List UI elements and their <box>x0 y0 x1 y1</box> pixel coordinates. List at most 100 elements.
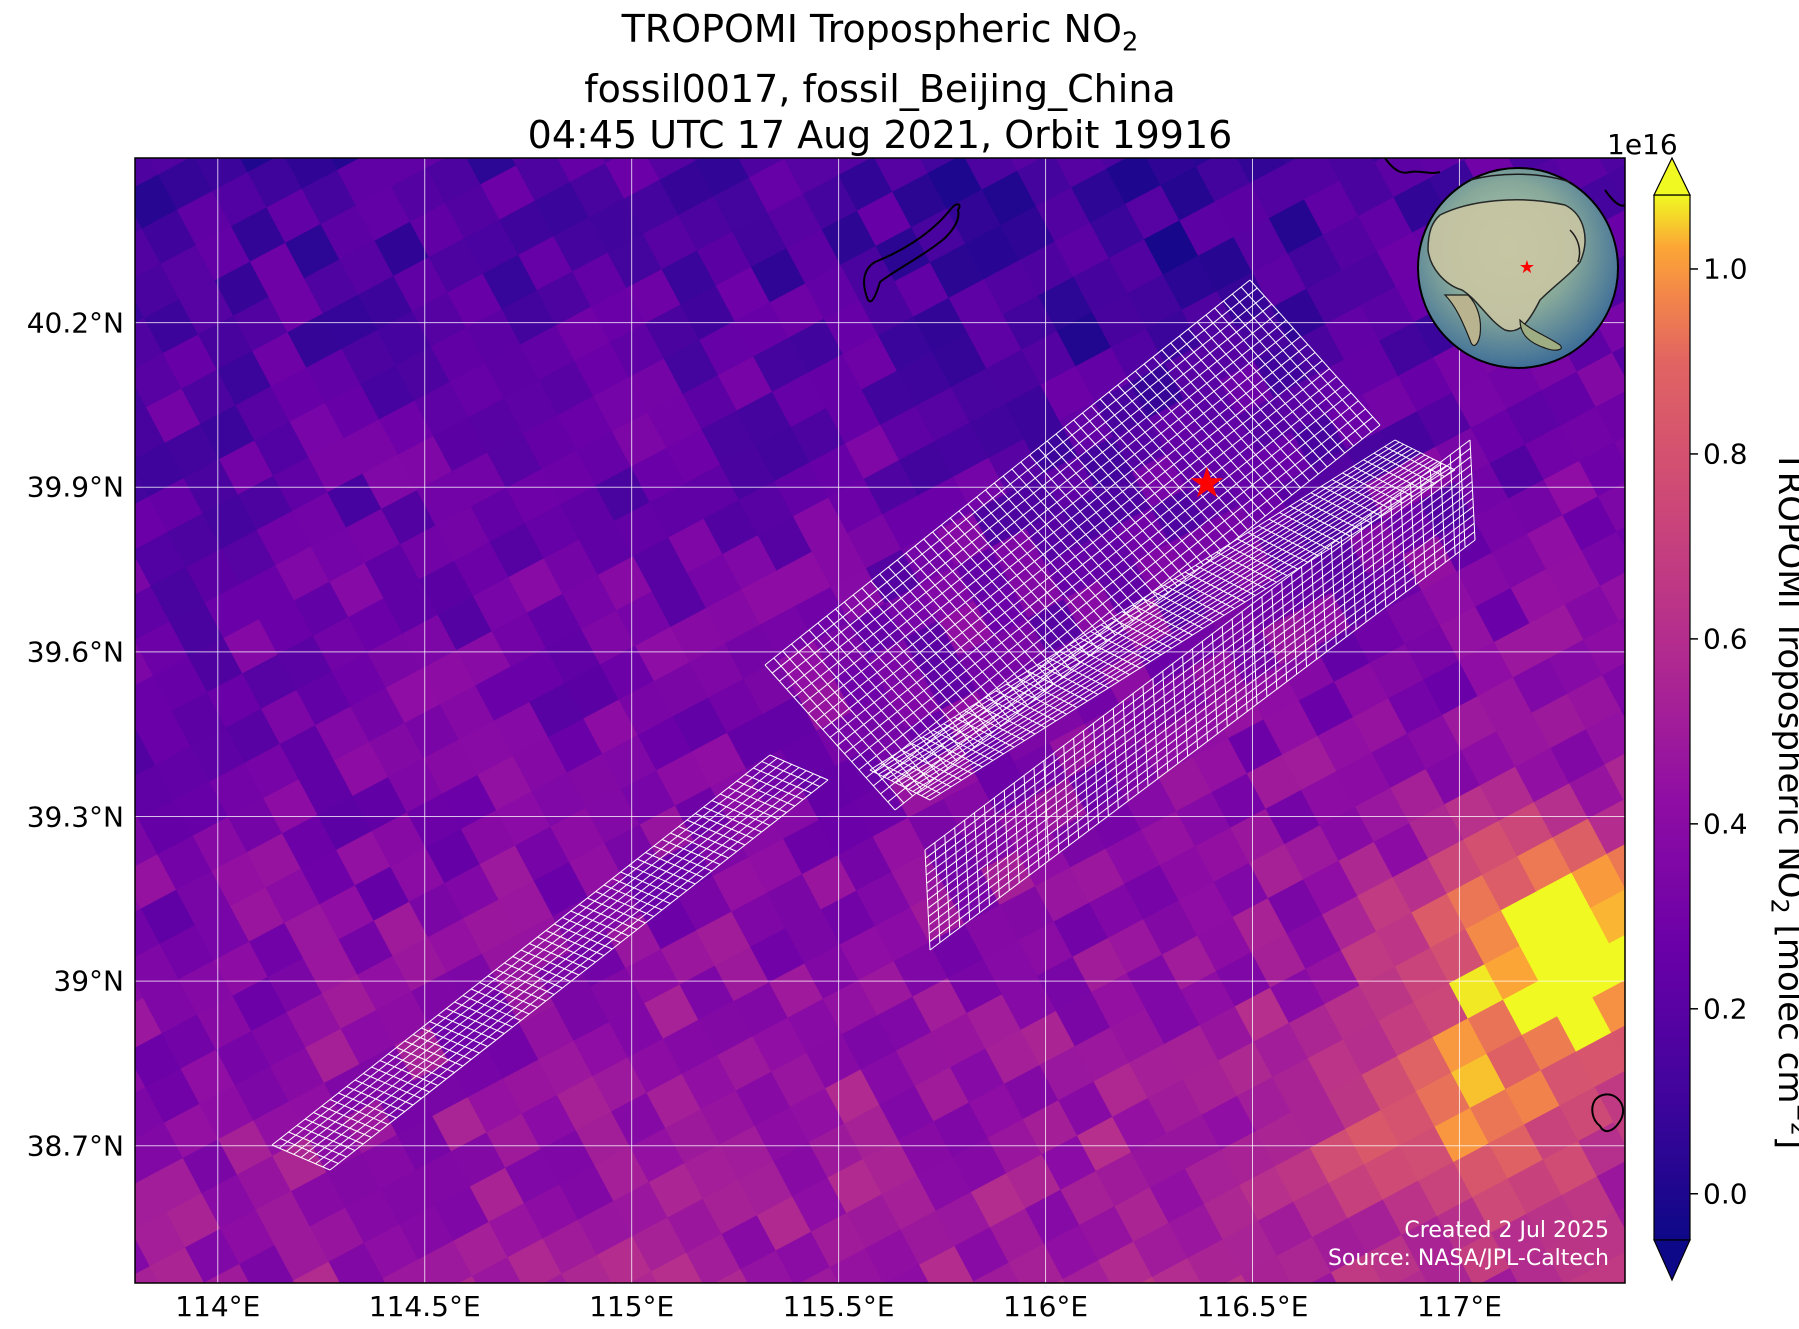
no2-pixel <box>784 158 841 196</box>
sounding-grid-line <box>928 506 1474 918</box>
sounding-grid-line <box>891 450 1417 782</box>
no2-pixel <box>1055 158 1110 190</box>
colorbar-tick-label: 0.8 <box>1703 437 1748 471</box>
no2-pixel <box>1069 78 1126 135</box>
no2-pixel <box>1158 76 1215 133</box>
no2-pixel <box>657 71 714 128</box>
no2-pixel <box>389 77 446 134</box>
no2-pixel <box>1579 441 1625 499</box>
no2-pixel <box>1302 90 1359 147</box>
no2-pixel <box>944 99 1001 156</box>
globe-target-star: ★ <box>1519 257 1535 278</box>
map-title: TROPOMI Tropospheric NO2 fossil0017, fos… <box>135 6 1625 158</box>
no2-pixel <box>970 1280 977 1283</box>
no2-pixel <box>478 75 535 132</box>
sounding-grid-line <box>887 416 1374 803</box>
no2-pixel <box>1600 572 1625 623</box>
sounding-grid-line <box>912 461 1439 792</box>
no2-pixel <box>135 1265 161 1283</box>
sounding-grid-line <box>928 522 1475 934</box>
sounding-grid-line <box>800 319 1287 706</box>
sounding-grid-line <box>844 368 1330 755</box>
sounding-grid-line <box>869 439 1396 771</box>
longitude-tick-label: 114.5°E <box>368 1290 481 1323</box>
globe-inset: ★ <box>1417 167 1619 369</box>
no2-pixel <box>1590 889 1625 946</box>
no2-pixel <box>1587 798 1625 856</box>
no2-pixel <box>1583 1300 1640 1329</box>
sounding-grid-line <box>916 463 1443 794</box>
no2-pixel <box>1611 1025 1625 1059</box>
no2-pixel <box>1212 93 1269 150</box>
no2-pixel <box>903 1299 960 1329</box>
no2-pixel <box>799 1266 841 1283</box>
no2-pixel <box>443 94 500 151</box>
sounding-swath-lower <box>924 439 1476 951</box>
sounding-grid-line <box>771 287 1258 674</box>
no2-pixel <box>1311 1271 1339 1283</box>
no2-pixel <box>1569 763 1625 821</box>
sounding-grid-line <box>329 779 829 1171</box>
colorbar-tick-marks <box>1690 268 1698 1195</box>
no2-pixel <box>1553 158 1611 195</box>
no2-pixel <box>1008 1242 1066 1283</box>
sounding-grid-line <box>808 327 1294 714</box>
globe-land-india <box>1443 294 1482 347</box>
no2-pixel <box>919 1245 976 1283</box>
target-star-marker: ★ <box>1188 458 1226 507</box>
no2-pixel <box>1327 158 1378 183</box>
created-credit: Created 2 Jul 2025 <box>1404 1218 1609 1243</box>
no2-pixel <box>382 1258 433 1283</box>
no2-pixel <box>1614 436 1625 463</box>
no2-pixel <box>1583 620 1625 677</box>
no2-pixel <box>354 96 411 153</box>
no2-pixel <box>1062 1259 1113 1283</box>
latitude-tick-label: 39.6°N <box>26 635 124 669</box>
longitude-tick-label: 115°E <box>589 1290 675 1323</box>
no2-pixels <box>52 71 1640 1329</box>
no2-pixel <box>1553 158 1557 160</box>
no2-pixel <box>72 1016 129 1073</box>
sounding-grid-line <box>926 472 1472 884</box>
no2-pixel <box>426 158 484 205</box>
no2-pixel <box>1463 158 1472 162</box>
no2-pixel <box>56 1070 113 1127</box>
no2-pixel <box>1575 1031 1625 1089</box>
no2-pixel <box>1616 527 1625 548</box>
no2-pixel <box>1136 1311 1193 1329</box>
no2-pixel <box>1566 1264 1611 1283</box>
coastline-top <box>1384 158 1441 174</box>
no2-map-area: ★ <box>52 71 1640 1329</box>
source-credit: Source: NASA/JPL-Caltech <box>1327 1246 1609 1271</box>
no2-pixel <box>135 728 158 779</box>
colorbar-tick-label: 0.0 <box>1703 1177 1748 1211</box>
globe-land-sea-asia <box>1519 318 1562 351</box>
sounding-grid-line <box>307 770 807 1162</box>
no2-pixel <box>1372 158 1387 164</box>
colorbar-tick-label: 0.2 <box>1703 992 1748 1026</box>
no2-pixel <box>694 158 752 199</box>
map-frame-border <box>134 157 1626 1284</box>
sounding-grid-line <box>904 456 1430 788</box>
sounding-grid-line <box>315 773 814 1165</box>
graticule <box>135 158 1625 1283</box>
sounding-grid-line <box>815 335 1301 722</box>
sounding-strip-long <box>271 754 829 1171</box>
no2-pixel <box>52 211 109 268</box>
colorbar-tick-label: 0.6 <box>1703 622 1748 656</box>
no2-pixel <box>884 1263 932 1283</box>
no2-pixel <box>1146 158 1199 187</box>
latitude-tick-label: 39°N <box>53 964 124 998</box>
no2-pixel <box>312 1296 369 1329</box>
no2-pixel <box>605 158 662 201</box>
sounding-grid-line <box>926 481 1473 893</box>
no2-pixel <box>135 585 173 643</box>
no2-pixel <box>515 158 573 203</box>
no2-pixel <box>375 158 430 189</box>
no2-pixel <box>1615 1206 1625 1230</box>
no2-pixel <box>874 158 875 159</box>
no2-pixel <box>964 158 1020 192</box>
no2-pixel <box>1612 345 1625 378</box>
no2-pixel <box>1417 158 1467 181</box>
